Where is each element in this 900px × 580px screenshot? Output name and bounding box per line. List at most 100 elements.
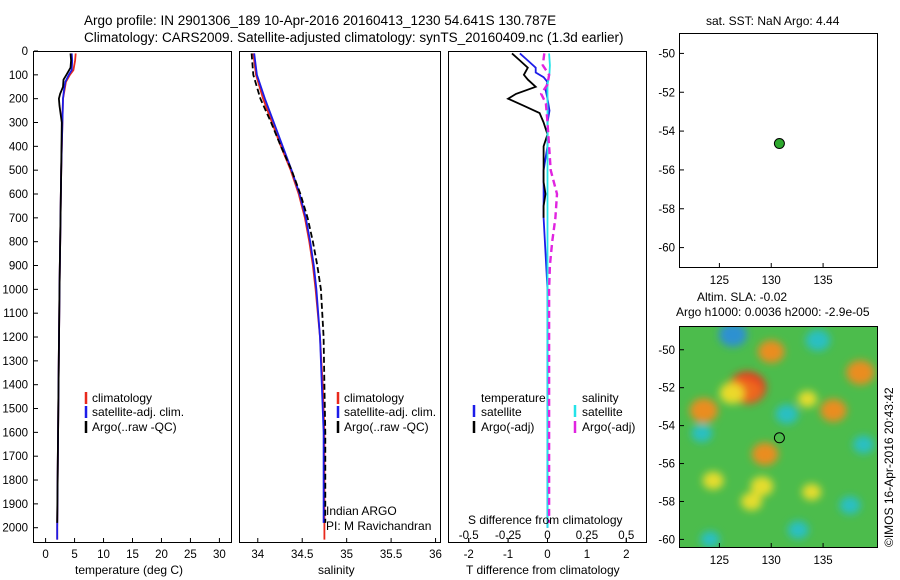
position-map-y-tick-label: -54 — [658, 126, 675, 138]
salinity-tick-label: 34.5 — [291, 549, 313, 561]
salinity-lines — [250, 53, 327, 540]
temperature-tick-label: 25 — [184, 549, 197, 561]
sla-heatmap-anomalies — [689, 326, 875, 548]
s-difference-tick-label: -0.25 — [495, 530, 521, 542]
s-difference-tick-label: 0.25 — [576, 530, 598, 542]
temperature-tick-label: 10 — [97, 549, 110, 561]
s-difference-tick-label: 0 — [544, 530, 550, 542]
depth-tick-label: 0 — [22, 46, 28, 58]
depth-axis-ticks: 0 100 200 300 400 500 600 700 800 900 1000 1100 1200… — [2, 46, 38, 535]
positive-anomaly-blob — [741, 492, 763, 511]
s-difference-xlabel: S difference from climatology — [468, 513, 623, 527]
positive-anomaly-blob — [689, 398, 718, 423]
sla-map-y-tick-label: -60 — [658, 534, 675, 546]
salinity-legend: climatology satellite-adj. clim. Argo(..… — [336, 391, 436, 434]
position-map-y-tick-label: -58 — [658, 204, 675, 216]
temperature-lines — [56, 53, 77, 540]
sla-map-y-tick-label: -54 — [658, 421, 675, 433]
salinity-tick-label: 36 — [429, 549, 442, 561]
t-difference-tick-label: 1 — [584, 549, 590, 561]
annotation-program: Indian ARGO — [326, 504, 397, 518]
sla-map-y-tick-label: -58 — [658, 496, 675, 508]
t-difference-tick-label: 0 — [544, 549, 550, 561]
legend-label-climatology: climatology — [92, 391, 152, 405]
negative-anomaly-blob — [691, 424, 713, 443]
depth-tick-label: 1100 — [3, 308, 28, 320]
legend-label-argo: Argo(..raw -QC) — [344, 420, 429, 434]
temperature-tick-label: 15 — [126, 549, 139, 561]
depth-tick-label: 800 — [9, 237, 28, 249]
positive-anomaly-blob — [802, 483, 822, 501]
series-s-argo — [539, 53, 559, 523]
sla-map-x-tick-label: 130 — [762, 555, 781, 567]
depth-tick-label: 1600 — [2, 427, 28, 439]
position-map-ticks: 125 130 135 -50 -52 -54 -56 -58 -60 — [658, 48, 832, 287]
positive-anomaly-blob — [702, 471, 724, 490]
positive-anomaly-blob — [846, 360, 875, 385]
salinity-tick-label: 34 — [251, 549, 264, 561]
position-map-y-tick-label: -50 — [658, 48, 675, 60]
depth-tick-label: 1300 — [2, 356, 28, 368]
t-difference-tick-label: -2 — [464, 549, 474, 561]
sla-map-y-tick-label: -56 — [658, 459, 675, 471]
salinity-axes — [239, 51, 441, 543]
argo-position-marker — [773, 432, 785, 444]
positive-anomaly-blob — [797, 390, 818, 408]
salinity-tick-label: 35 — [340, 549, 353, 561]
salinity-xlabel: salinity — [318, 563, 355, 577]
annotation-pi: PI: M Ravichandran — [326, 519, 431, 533]
salinity-tick-label: 35.5 — [380, 549, 402, 561]
position-map-x-tick-label: 130 — [762, 275, 781, 287]
sla-map-x-tick-label: 135 — [813, 555, 832, 567]
header-line-1: Argo profile: IN 2901306_189 10-Apr-2016… — [84, 13, 556, 28]
series-climatology — [252, 53, 326, 540]
t-difference-tick-label: -1 — [503, 549, 513, 561]
s-difference-tick-label: -0.5 — [459, 530, 479, 542]
depth-tick-label: 500 — [9, 165, 28, 177]
sla-map-subtitle: Argo h1000: 0.0036 h2000: -2.9e-05 — [676, 305, 870, 319]
legend-label-satellite: satellite-adj. clim. — [92, 405, 184, 419]
imos-watermark: ©IMOS 16-Apr-2016 20:43:42 — [882, 387, 896, 547]
negative-anomaly-blob — [853, 435, 875, 454]
series-t-satellite — [519, 52, 551, 528]
sla-map-ticks: 125 130 135 -50 -52 -54 -56 -58 -60 — [658, 345, 832, 567]
legend-title-salinity: salinity — [582, 391, 619, 405]
legend-label-t-argo: Argo(-adj) — [481, 420, 534, 434]
depth-tick-label: 700 — [9, 213, 28, 225]
difference-lines — [506, 52, 559, 528]
sla-heatmap — [679, 326, 878, 548]
depth-tick-label: 400 — [9, 141, 28, 153]
difference-axes — [448, 51, 647, 543]
position-map-y-tick-label: -56 — [658, 165, 675, 177]
depth-tick-label: 300 — [9, 118, 28, 130]
temperature-tick-label: 20 — [155, 549, 168, 561]
position-map-x-tick-label: 125 — [710, 275, 729, 287]
argo-position-marker — [773, 138, 785, 150]
position-map-panel: sat. SST: NaN Argo: 4.44 125 130 135 -50 -52… — [658, 14, 878, 287]
difference-panel: -2 -1 0 1 2 -0.5 -0.25 0 0.25 0.5 T difference f… — [448, 51, 647, 577]
sla-map-title: Altim. SLA: -0.02 — [697, 290, 787, 304]
difference-legend: temperature satellite Argo(-adj) salinit… — [472, 391, 635, 434]
temperature-tick-label: 30 — [213, 549, 226, 561]
temperature-xlabel: temperature (deg C) — [75, 563, 183, 577]
salinity-panel: 34 34.5 35 35.5 36 salinity climatology sate… — [239, 51, 442, 577]
depth-tick-label: 1800 — [2, 475, 28, 487]
series-t-argo — [506, 52, 549, 218]
sla-map-panel: Altim. SLA: -0.02 Argo h1000: 0.0036 h20… — [658, 290, 878, 567]
positive-anomaly-blob — [750, 476, 774, 497]
temperature-tick-label: 0 — [42, 549, 48, 561]
depth-tick-label: 200 — [9, 94, 28, 106]
negative-anomaly-blob — [718, 326, 747, 347]
salinity-axis-ticks: 34 34.5 35 35.5 36 — [251, 538, 442, 561]
legend-label-climatology: climatology — [344, 391, 404, 405]
temperature-axes — [33, 51, 232, 543]
position-map-axes — [679, 33, 878, 268]
depth-tick-label: 1400 — [2, 380, 28, 392]
position-map-y-tick-label: -60 — [658, 243, 675, 255]
depth-tick-label: 1500 — [2, 404, 28, 416]
series-s-satellite — [546, 53, 551, 528]
series-satellite-adj-clim — [253, 53, 325, 523]
legend-label-s-satellite: satellite — [582, 405, 623, 419]
series-argo — [56, 53, 73, 523]
